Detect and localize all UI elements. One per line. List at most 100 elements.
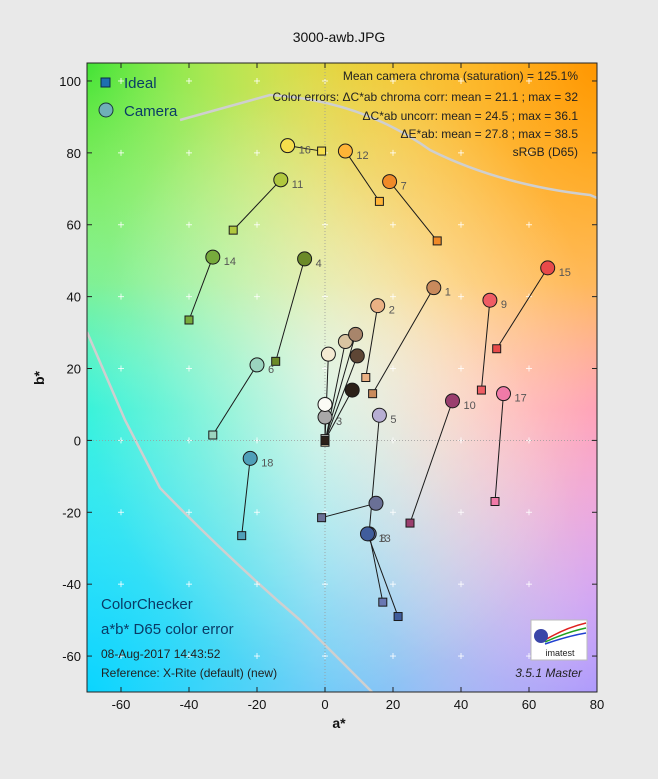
y-axis-label: b* [31,370,47,385]
error-line [480,300,491,391]
ideal-marker [476,385,486,395]
x-tick-label: 20 [386,697,400,712]
patch-label: 18 [261,457,273,469]
ideal-marker [208,430,218,440]
camera-marker [205,249,221,265]
error-line [324,389,353,441]
x-tick-label: -40 [180,697,199,712]
error-line [496,267,549,350]
logo-stripe-blue [544,632,587,645]
gamut-boundary-top [179,93,597,200]
y-tick-label: 100 [59,74,81,89]
logo-stripe-green [544,627,587,643]
patch-label: 1 [445,287,451,299]
camera-marker [482,292,498,308]
camera-marker [337,334,353,350]
error-line [324,341,346,443]
ideal-marker [374,196,384,206]
camera-marker [368,495,384,511]
legend-camera-marker [98,102,114,118]
camera-marker [249,357,265,373]
ideal-marker [184,315,194,325]
camera-marker [297,251,313,267]
ideal-marker [271,356,281,366]
logo-sphere [534,629,548,643]
patch-label: 6 [268,364,274,376]
error-line [372,287,435,394]
camera-marker [360,526,375,542]
stats-line-1: Mean camera chroma (saturation) = 125.1% [343,69,578,83]
x-tick-label: 60 [522,697,536,712]
patch-label: 9 [501,299,507,311]
ideal-marker [432,236,442,246]
camera-marker [382,174,398,190]
patch-label: 14 [224,256,236,268]
patch-label: 12 [356,150,368,162]
info-box: ColorChecker a*b* D65 color error 08-Aug… [101,596,583,680]
error-line [321,502,377,519]
camera-marker [445,393,460,409]
error-line [241,458,251,536]
error-line [188,256,214,321]
error-line [494,393,504,502]
patch-label: 11 [292,179,303,191]
error-line [344,150,380,202]
ideal-marker [405,518,415,528]
info-version: 3.5.1 Master [515,666,583,680]
camera-marker [280,138,296,154]
camera-marker [273,172,289,188]
stats-box: Mean camera chroma (saturation) = 125.1%… [273,69,579,159]
error-line [367,533,399,617]
grid-layer [87,63,597,692]
stats-line-2: Color errors: ΔC*ab chroma corr: mean = … [273,90,579,104]
axis-layer: -60 -40 -20 0 20 40 60 80 -60 -40 -20 0 20 40 60 80 100 [59,63,604,712]
camera-marker [371,407,387,423]
patch-label: 3 [336,416,342,428]
x-axis-label: a* [332,715,346,731]
info-reference: Reference: X-Rite (default) (new) [101,666,277,680]
error-line [409,400,453,524]
patch-label: 10 [464,400,476,412]
patch-label: 4 [316,258,322,270]
ideal-marker [368,389,378,399]
legend-ideal-marker [100,77,111,88]
ideal-marker [320,435,330,445]
ideal-marker [490,497,500,507]
camera-marker [370,298,386,314]
camera-marker [344,382,360,398]
y-tick-label: -60 [62,649,81,664]
info-subtitle: a*b* D65 color error [101,621,234,638]
ideal-marker [228,225,238,235]
error-line [389,181,438,242]
patch-label: 2 [389,305,395,317]
ideal-marker [361,373,371,382]
camera-marker [242,450,258,466]
logo-stripe-red [544,622,587,641]
info-target: ColorChecker [101,596,193,613]
stats-line-4: ΔE*ab: mean = 27.8 ; max = 38.5 [401,127,579,141]
camera-marker [540,260,556,276]
y-tick-label: -20 [62,505,81,520]
patch-label: 5 [390,414,396,426]
error-line [275,258,306,362]
camera-marker [496,386,511,402]
y-tick-label: 40 [67,290,81,305]
info-date: 08-Aug-2017 14:43:52 [101,647,221,661]
legend-ideal-label: Ideal [124,75,157,92]
legend: Ideal Camera [98,75,178,120]
camera-marker [317,409,333,425]
ideal-marker [393,612,403,622]
patch-label: 7 [401,181,407,193]
patch-label: 8 [380,533,386,545]
camera-marker [317,396,333,412]
y-tick-label: 20 [67,362,81,377]
patch-label: 13 [379,533,391,545]
plot-border [86,62,598,693]
y-tick-label: 80 [67,146,81,161]
error-line [324,334,357,441]
error-line [368,415,380,533]
logo-text: imatest [545,648,575,658]
